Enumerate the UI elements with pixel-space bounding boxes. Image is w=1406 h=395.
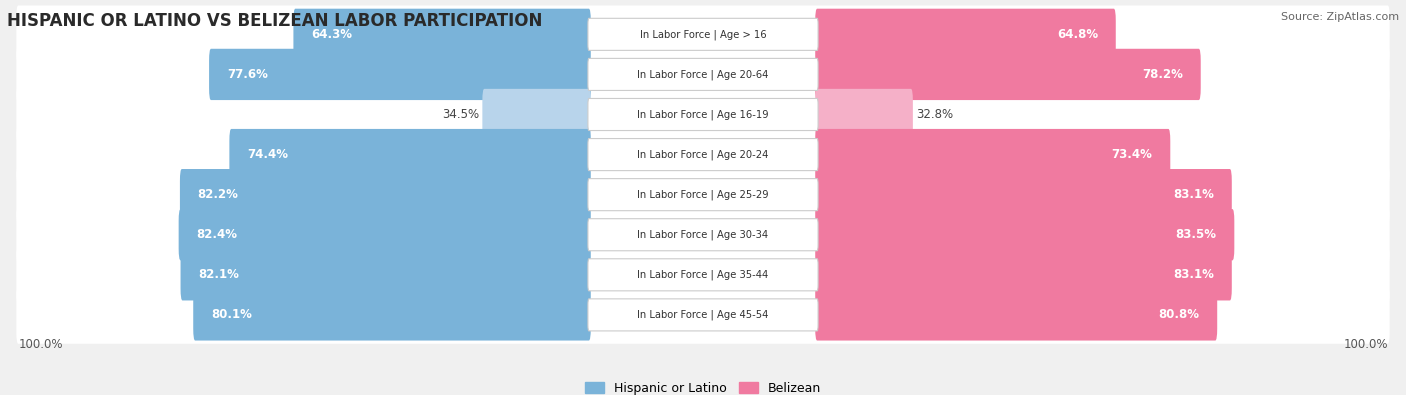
Text: 83.5%: 83.5%	[1175, 228, 1216, 241]
FancyBboxPatch shape	[815, 169, 1232, 220]
Text: 78.2%: 78.2%	[1142, 68, 1182, 81]
FancyBboxPatch shape	[193, 289, 591, 340]
Text: In Labor Force | Age 45-54: In Labor Force | Age 45-54	[637, 310, 769, 320]
Text: 82.2%: 82.2%	[198, 188, 239, 201]
FancyBboxPatch shape	[815, 209, 1234, 260]
FancyBboxPatch shape	[815, 9, 1116, 60]
FancyBboxPatch shape	[179, 209, 591, 260]
FancyBboxPatch shape	[17, 286, 1389, 344]
Text: In Labor Force | Age > 16: In Labor Force | Age > 16	[640, 29, 766, 40]
FancyBboxPatch shape	[17, 6, 1389, 63]
FancyBboxPatch shape	[17, 126, 1389, 183]
Text: HISPANIC OR LATINO VS BELIZEAN LABOR PARTICIPATION: HISPANIC OR LATINO VS BELIZEAN LABOR PAR…	[7, 12, 543, 30]
FancyBboxPatch shape	[815, 49, 1201, 100]
FancyBboxPatch shape	[17, 166, 1389, 224]
Text: Source: ZipAtlas.com: Source: ZipAtlas.com	[1281, 12, 1399, 22]
FancyBboxPatch shape	[815, 129, 1170, 180]
FancyBboxPatch shape	[588, 18, 818, 51]
Text: 80.1%: 80.1%	[211, 308, 252, 322]
FancyBboxPatch shape	[588, 179, 818, 211]
FancyBboxPatch shape	[815, 289, 1218, 340]
FancyBboxPatch shape	[17, 206, 1389, 263]
Text: 80.8%: 80.8%	[1159, 308, 1199, 322]
FancyBboxPatch shape	[588, 98, 818, 130]
FancyBboxPatch shape	[17, 86, 1389, 143]
Text: 82.4%: 82.4%	[197, 228, 238, 241]
Text: 100.0%: 100.0%	[1343, 338, 1388, 351]
Text: In Labor Force | Age 20-24: In Labor Force | Age 20-24	[637, 149, 769, 160]
FancyBboxPatch shape	[180, 169, 591, 220]
Text: In Labor Force | Age 16-19: In Labor Force | Age 16-19	[637, 109, 769, 120]
Text: 100.0%: 100.0%	[18, 338, 63, 351]
FancyBboxPatch shape	[180, 249, 591, 301]
FancyBboxPatch shape	[815, 249, 1232, 301]
Text: 83.1%: 83.1%	[1173, 188, 1213, 201]
Text: 82.1%: 82.1%	[198, 268, 239, 281]
FancyBboxPatch shape	[209, 49, 591, 100]
FancyBboxPatch shape	[588, 58, 818, 90]
FancyBboxPatch shape	[815, 89, 912, 140]
FancyBboxPatch shape	[588, 219, 818, 251]
FancyBboxPatch shape	[588, 299, 818, 331]
Text: 64.8%: 64.8%	[1057, 28, 1098, 41]
Text: 73.4%: 73.4%	[1112, 148, 1153, 161]
Text: In Labor Force | Age 35-44: In Labor Force | Age 35-44	[637, 269, 769, 280]
Legend: Hispanic or Latino, Belizean: Hispanic or Latino, Belizean	[585, 382, 821, 395]
Text: 74.4%: 74.4%	[247, 148, 288, 161]
FancyBboxPatch shape	[588, 259, 818, 291]
FancyBboxPatch shape	[17, 45, 1389, 103]
Text: 32.8%: 32.8%	[917, 108, 953, 121]
FancyBboxPatch shape	[229, 129, 591, 180]
Text: 77.6%: 77.6%	[226, 68, 267, 81]
Text: In Labor Force | Age 30-34: In Labor Force | Age 30-34	[637, 229, 769, 240]
Text: In Labor Force | Age 25-29: In Labor Force | Age 25-29	[637, 190, 769, 200]
Text: 34.5%: 34.5%	[441, 108, 479, 121]
FancyBboxPatch shape	[294, 9, 591, 60]
Text: 83.1%: 83.1%	[1173, 268, 1213, 281]
Text: In Labor Force | Age 20-64: In Labor Force | Age 20-64	[637, 69, 769, 80]
FancyBboxPatch shape	[17, 246, 1389, 304]
FancyBboxPatch shape	[482, 89, 591, 140]
Text: 64.3%: 64.3%	[311, 28, 352, 41]
FancyBboxPatch shape	[588, 139, 818, 171]
